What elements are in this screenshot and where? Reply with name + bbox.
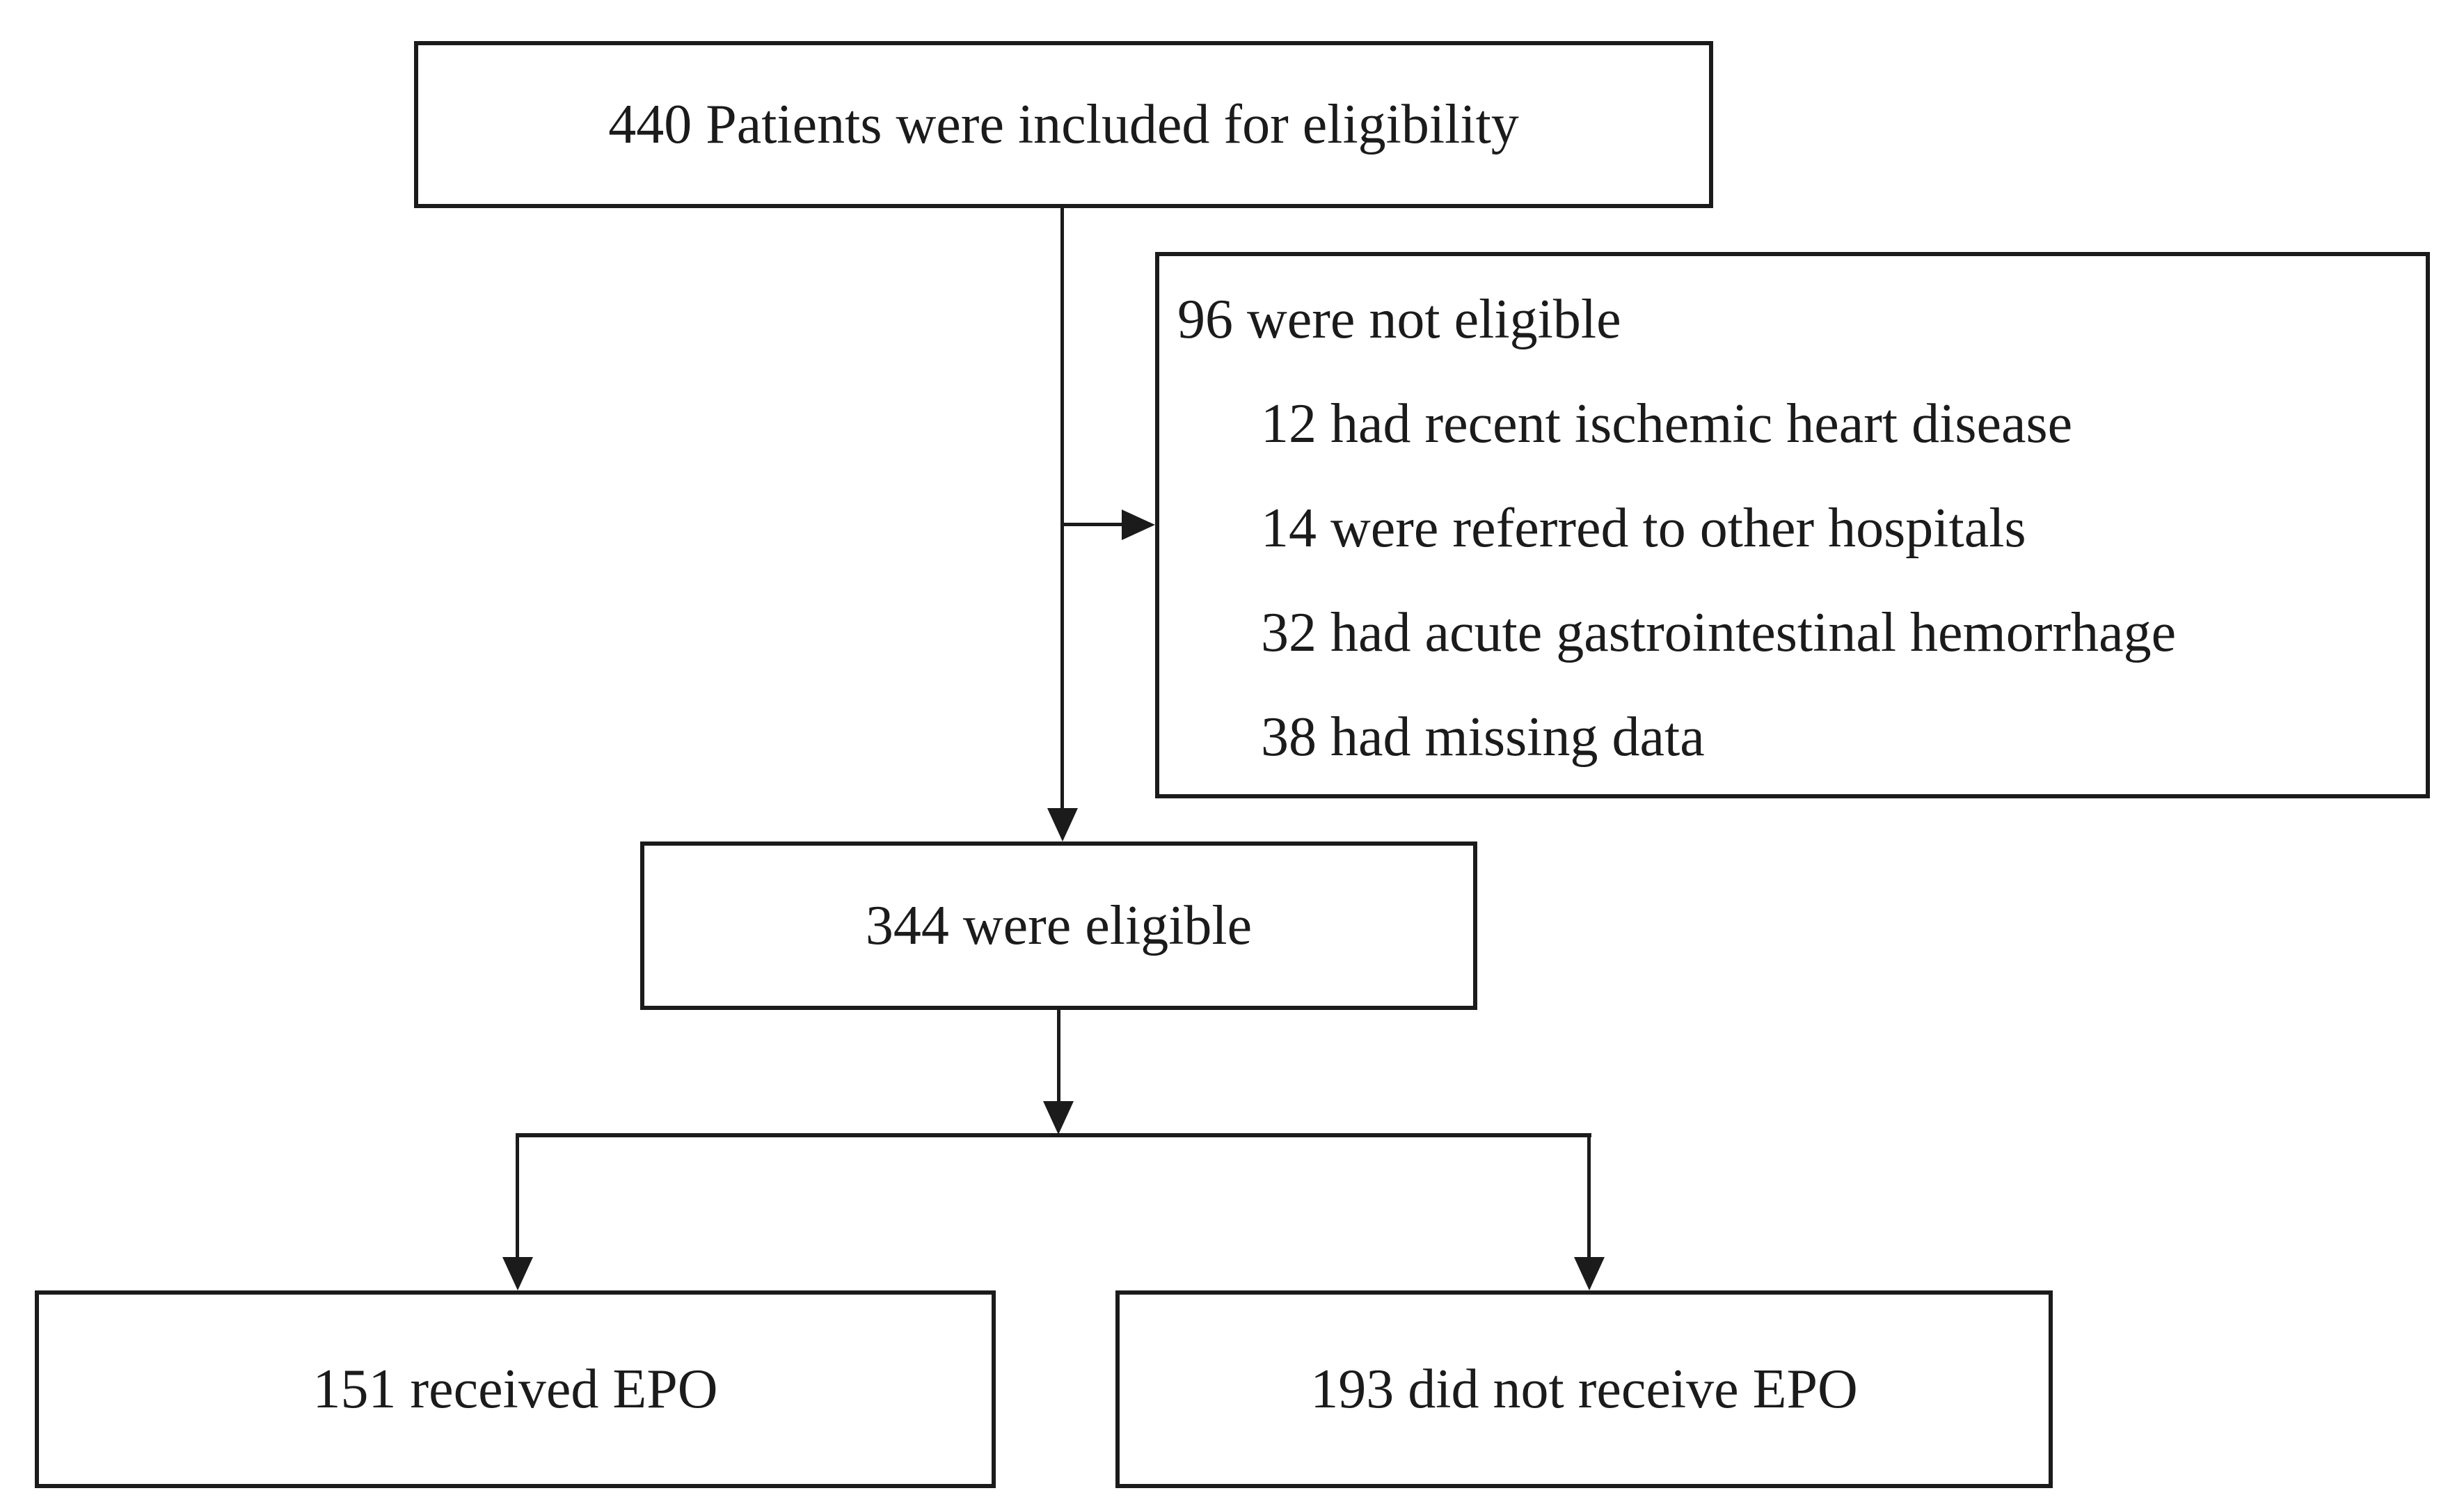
not-eligible-title: 96 were not eligible (1177, 289, 1621, 350)
not-eligible-reason-2: 14 were referred to other hospitals (1261, 498, 2026, 559)
box-included-label: 440 Patients were included for eligibili… (608, 94, 1519, 155)
arrowhead-into-received-epo-icon (502, 1257, 533, 1290)
box-included: 440 Patients were included for eligibili… (414, 41, 1713, 208)
arrowhead-into-eligible-icon (1047, 808, 1078, 842)
box-received-epo: 151 received EPO (35, 1290, 996, 1488)
connector-to-not-eligible (1060, 523, 1122, 526)
box-eligible-label: 344 were eligible (865, 895, 1253, 956)
not-eligible-reason-1: 12 had recent ischemic heart disease (1261, 393, 2073, 455)
arrowhead-into-not-eligible-icon (1122, 509, 1155, 540)
box-not-received-epo: 193 did not receive EPO (1115, 1290, 2053, 1488)
connector-branch-to-received-epo (516, 1137, 519, 1257)
arrowhead-into-branch-icon (1043, 1101, 1074, 1135)
branch-line (516, 1133, 1591, 1137)
connector-branch-to-not-received-epo (1587, 1137, 1591, 1257)
box-not-received-epo-label: 193 did not receive EPO (1310, 1359, 1858, 1420)
connector-included-to-eligible (1060, 208, 1064, 808)
box-received-epo-label: 151 received EPO (312, 1359, 718, 1420)
not-eligible-content: 96 were not eligible 12 had recent ische… (1177, 267, 2419, 789)
box-not-eligible: 96 were not eligible 12 had recent ische… (1155, 252, 2430, 798)
arrowhead-into-not-received-epo-icon (1574, 1257, 1605, 1290)
box-eligible: 344 were eligible (640, 842, 1477, 1010)
connector-eligible-to-branch (1057, 1010, 1060, 1104)
not-eligible-reason-4: 38 had missing data (1261, 706, 1705, 768)
not-eligible-reason-3: 32 had acute gastrointestinal hemorrhage (1261, 602, 2177, 663)
